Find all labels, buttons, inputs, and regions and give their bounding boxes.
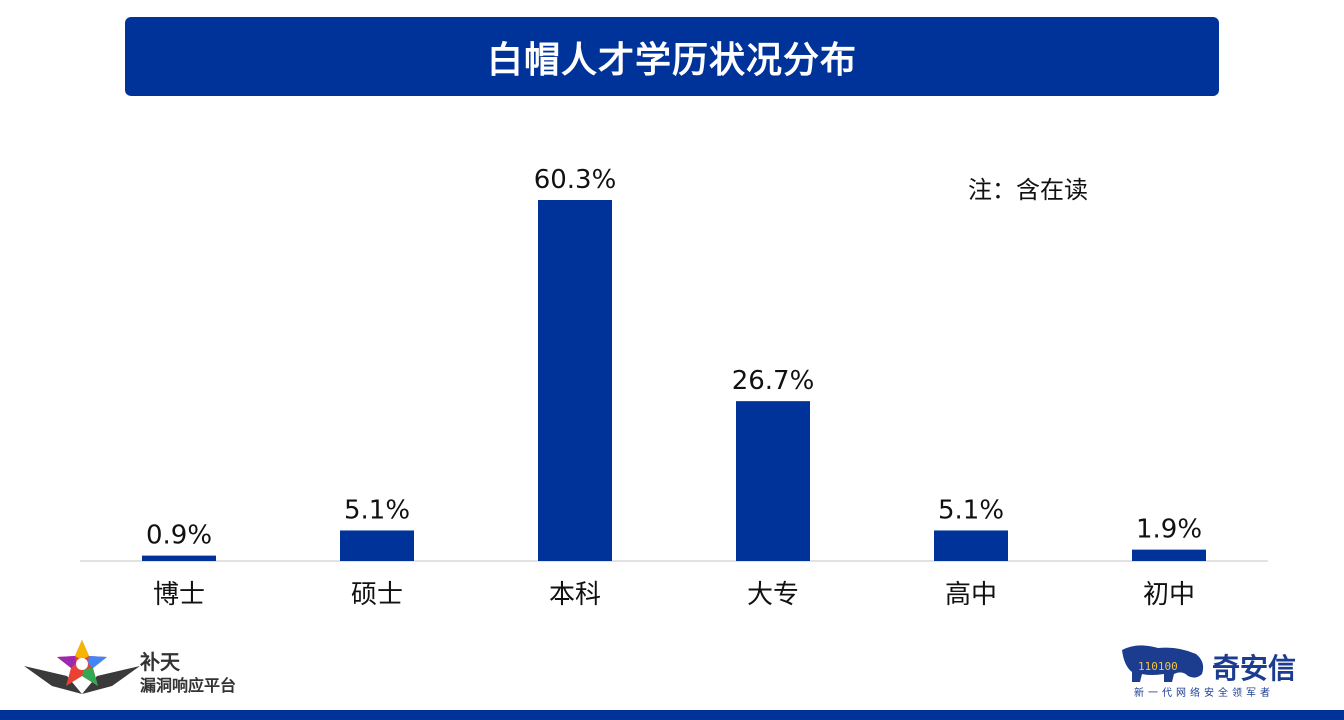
category-label-0: 博士: [153, 580, 205, 610]
data-label-1: 5.1%: [344, 495, 410, 525]
bar-chart: 0.9% 博士 5.1% 硕士 60.3% 本科 26.7% 大专 5.1% 高中 1.9% 初中: [80, 165, 1268, 610]
data-label-0: 0.9%: [146, 521, 212, 551]
butian-subtitle: 漏洞响应平台: [140, 676, 237, 695]
bar-0: [142, 555, 216, 561]
chart-note: 注：含在读: [968, 176, 1088, 204]
data-label-3: 26.7%: [732, 366, 815, 396]
bar-5: [1132, 549, 1206, 561]
bar-1: [340, 530, 414, 561]
category-label-1: 硕士: [351, 580, 403, 610]
qianxin-tagline: 新一代网络安全领军者: [1134, 688, 1274, 699]
qianxin-name: 奇安信: [1212, 652, 1297, 685]
data-label-5: 1.9%: [1136, 515, 1202, 545]
tiger-binary: 110100: [1138, 660, 1178, 673]
bar-3: [736, 401, 810, 561]
footer-bar: [0, 710, 1344, 720]
butian-logo-icon: [24, 640, 140, 694]
title-banner: 白帽人才学历状况分布: [125, 17, 1219, 96]
category-label-4: 高中: [945, 580, 997, 610]
category-label-3: 大专: [747, 580, 799, 610]
data-label-2: 60.3%: [534, 165, 617, 195]
category-label-5: 初中: [1143, 580, 1195, 610]
chart-title: 白帽人才学历状况分布: [486, 39, 857, 81]
category-label-2: 本科: [549, 580, 601, 610]
qianxin-tiger-icon: 110100: [1122, 645, 1204, 682]
data-label-4: 5.1%: [938, 495, 1004, 525]
bar-2: [538, 200, 612, 561]
bar-4: [934, 530, 1008, 561]
butian-name: 补天: [140, 650, 180, 674]
